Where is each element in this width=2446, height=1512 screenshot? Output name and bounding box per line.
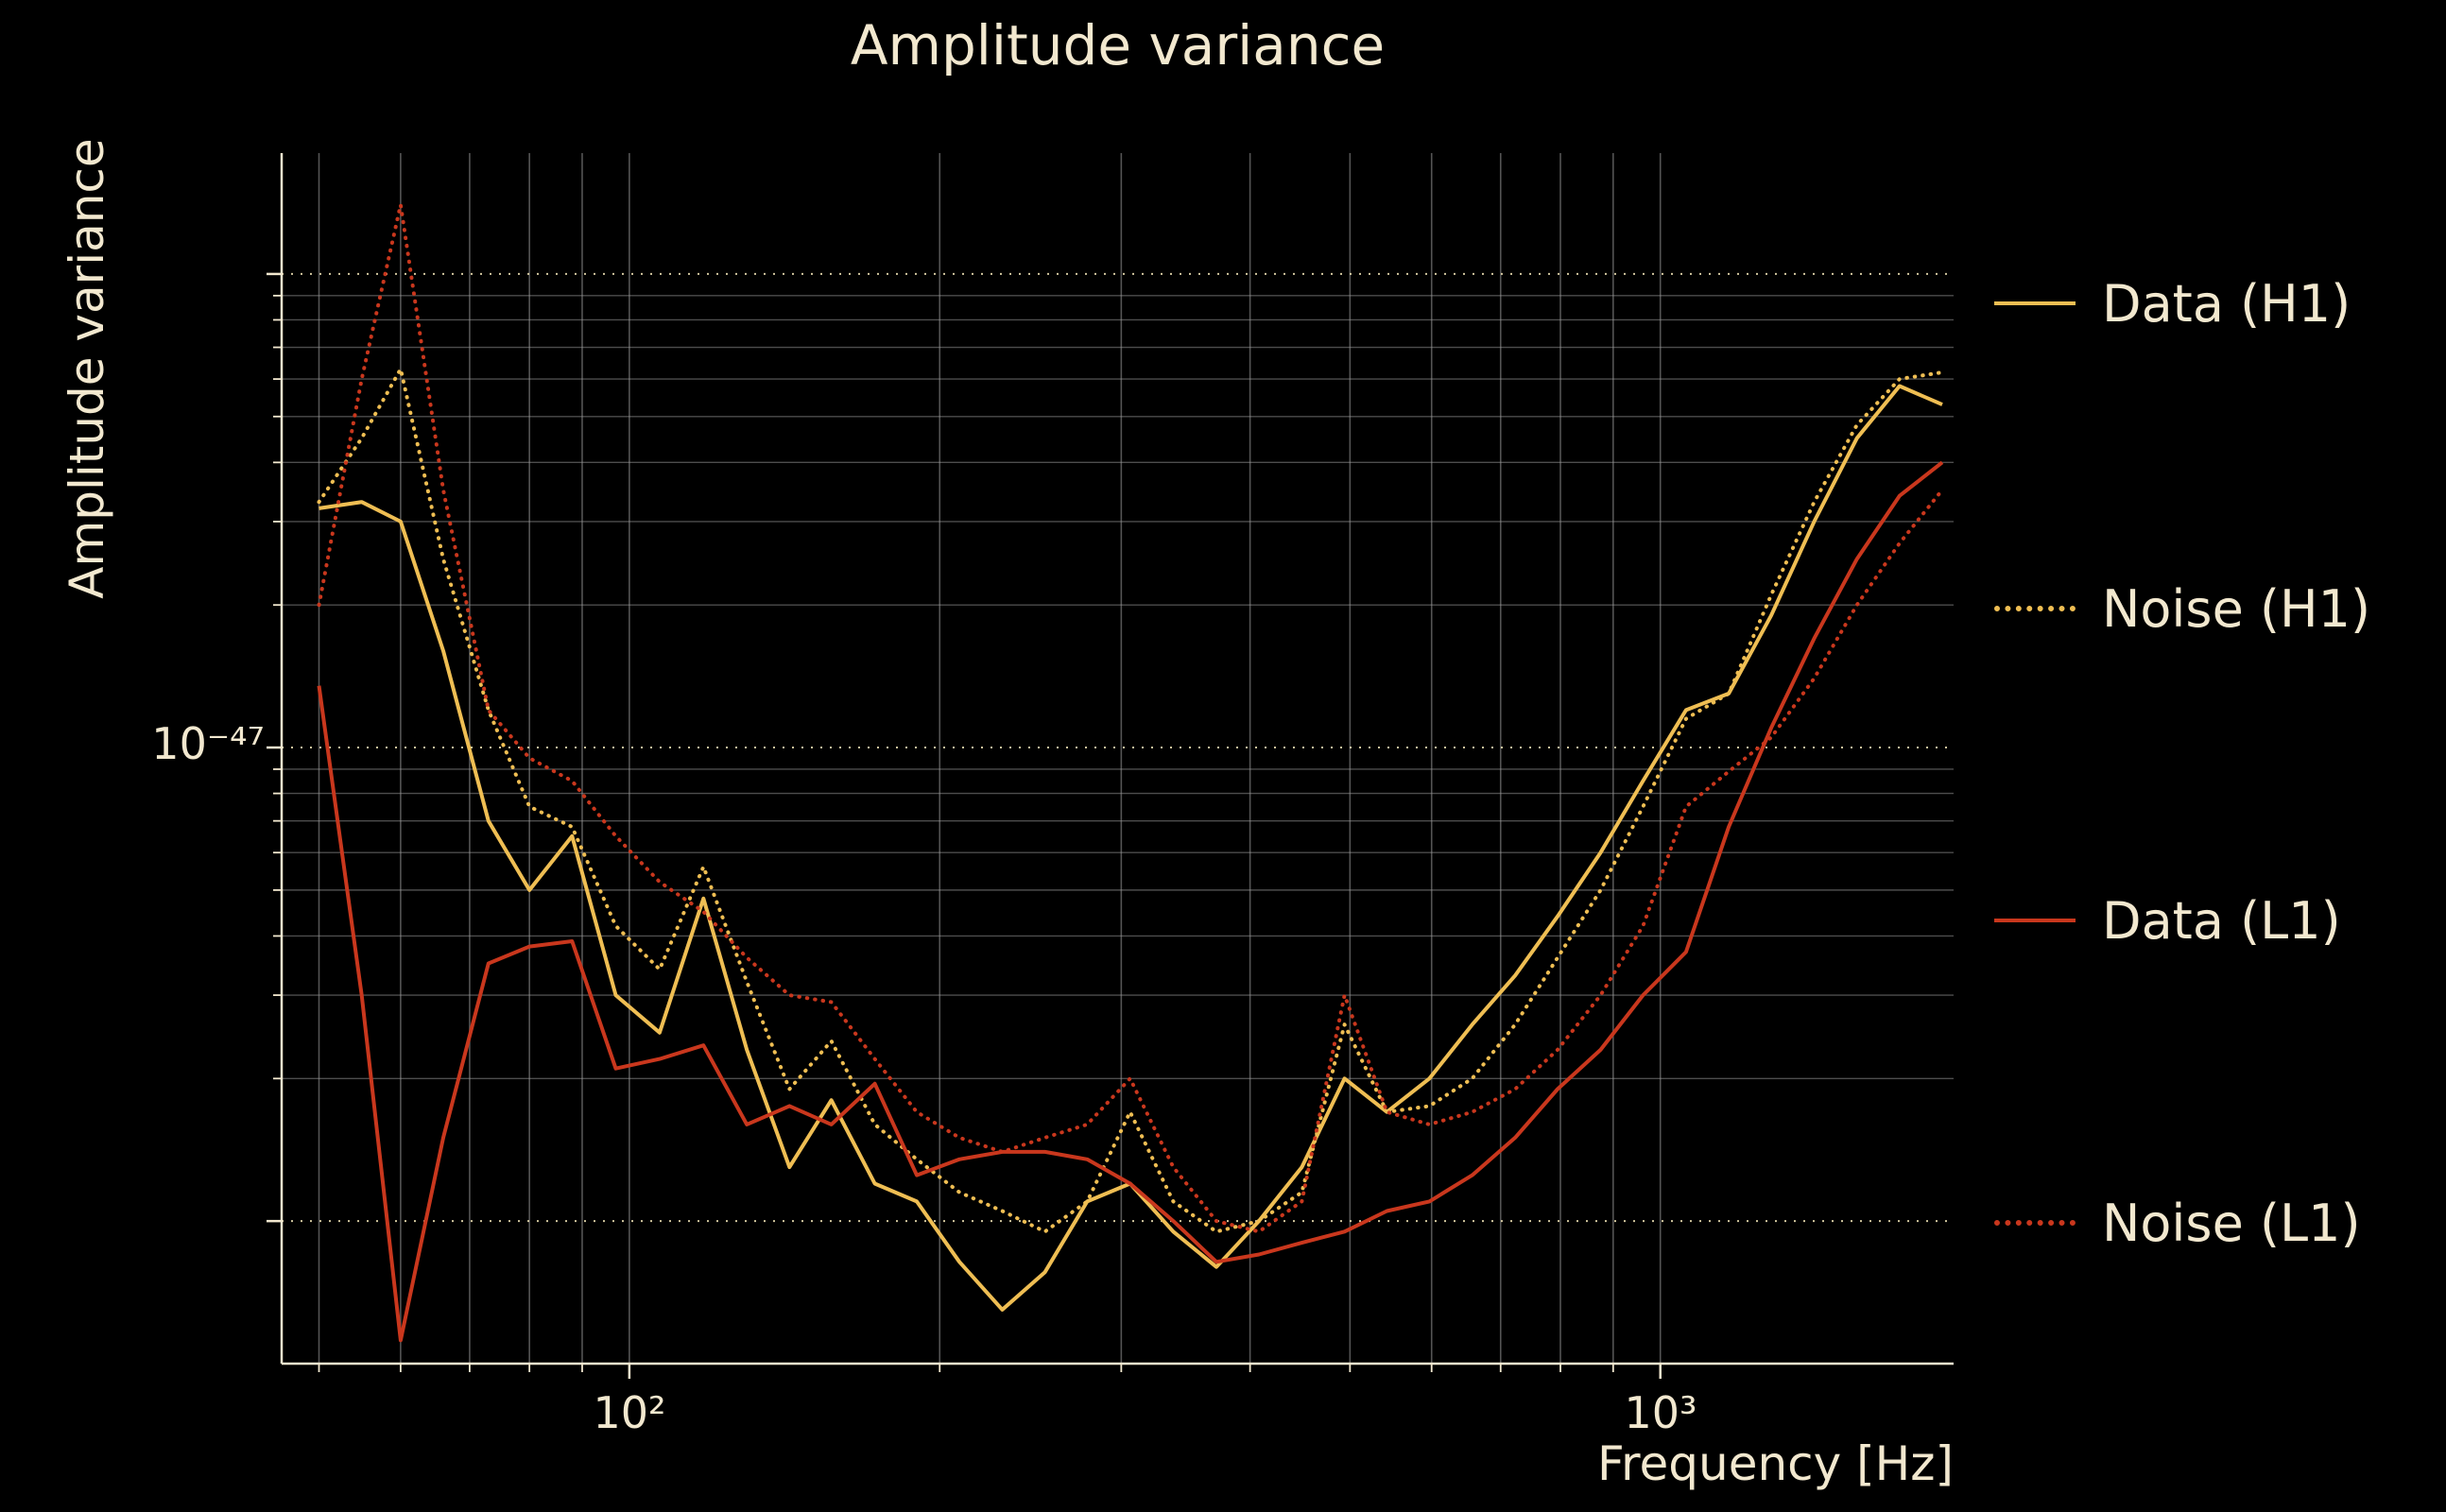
series-line-noise-h1 [317,367,1944,1234]
series-line-noise-l1 [317,202,1944,1234]
series-line-data-l1 [317,460,1944,1343]
series-line-data-h1 [319,384,1943,1312]
chart-title: Amplitude variance [850,13,1386,77]
x-tick-label-1000: 10³ [1624,1387,1697,1438]
y-tick-label-1e-47: 10⁻⁴⁷ [151,718,265,769]
x-tick-label-100: 10² [593,1387,666,1438]
y-axis-label: Amplitude variance [60,138,114,599]
x-axis-label: Frequency [Hz] [1596,1436,1954,1491]
